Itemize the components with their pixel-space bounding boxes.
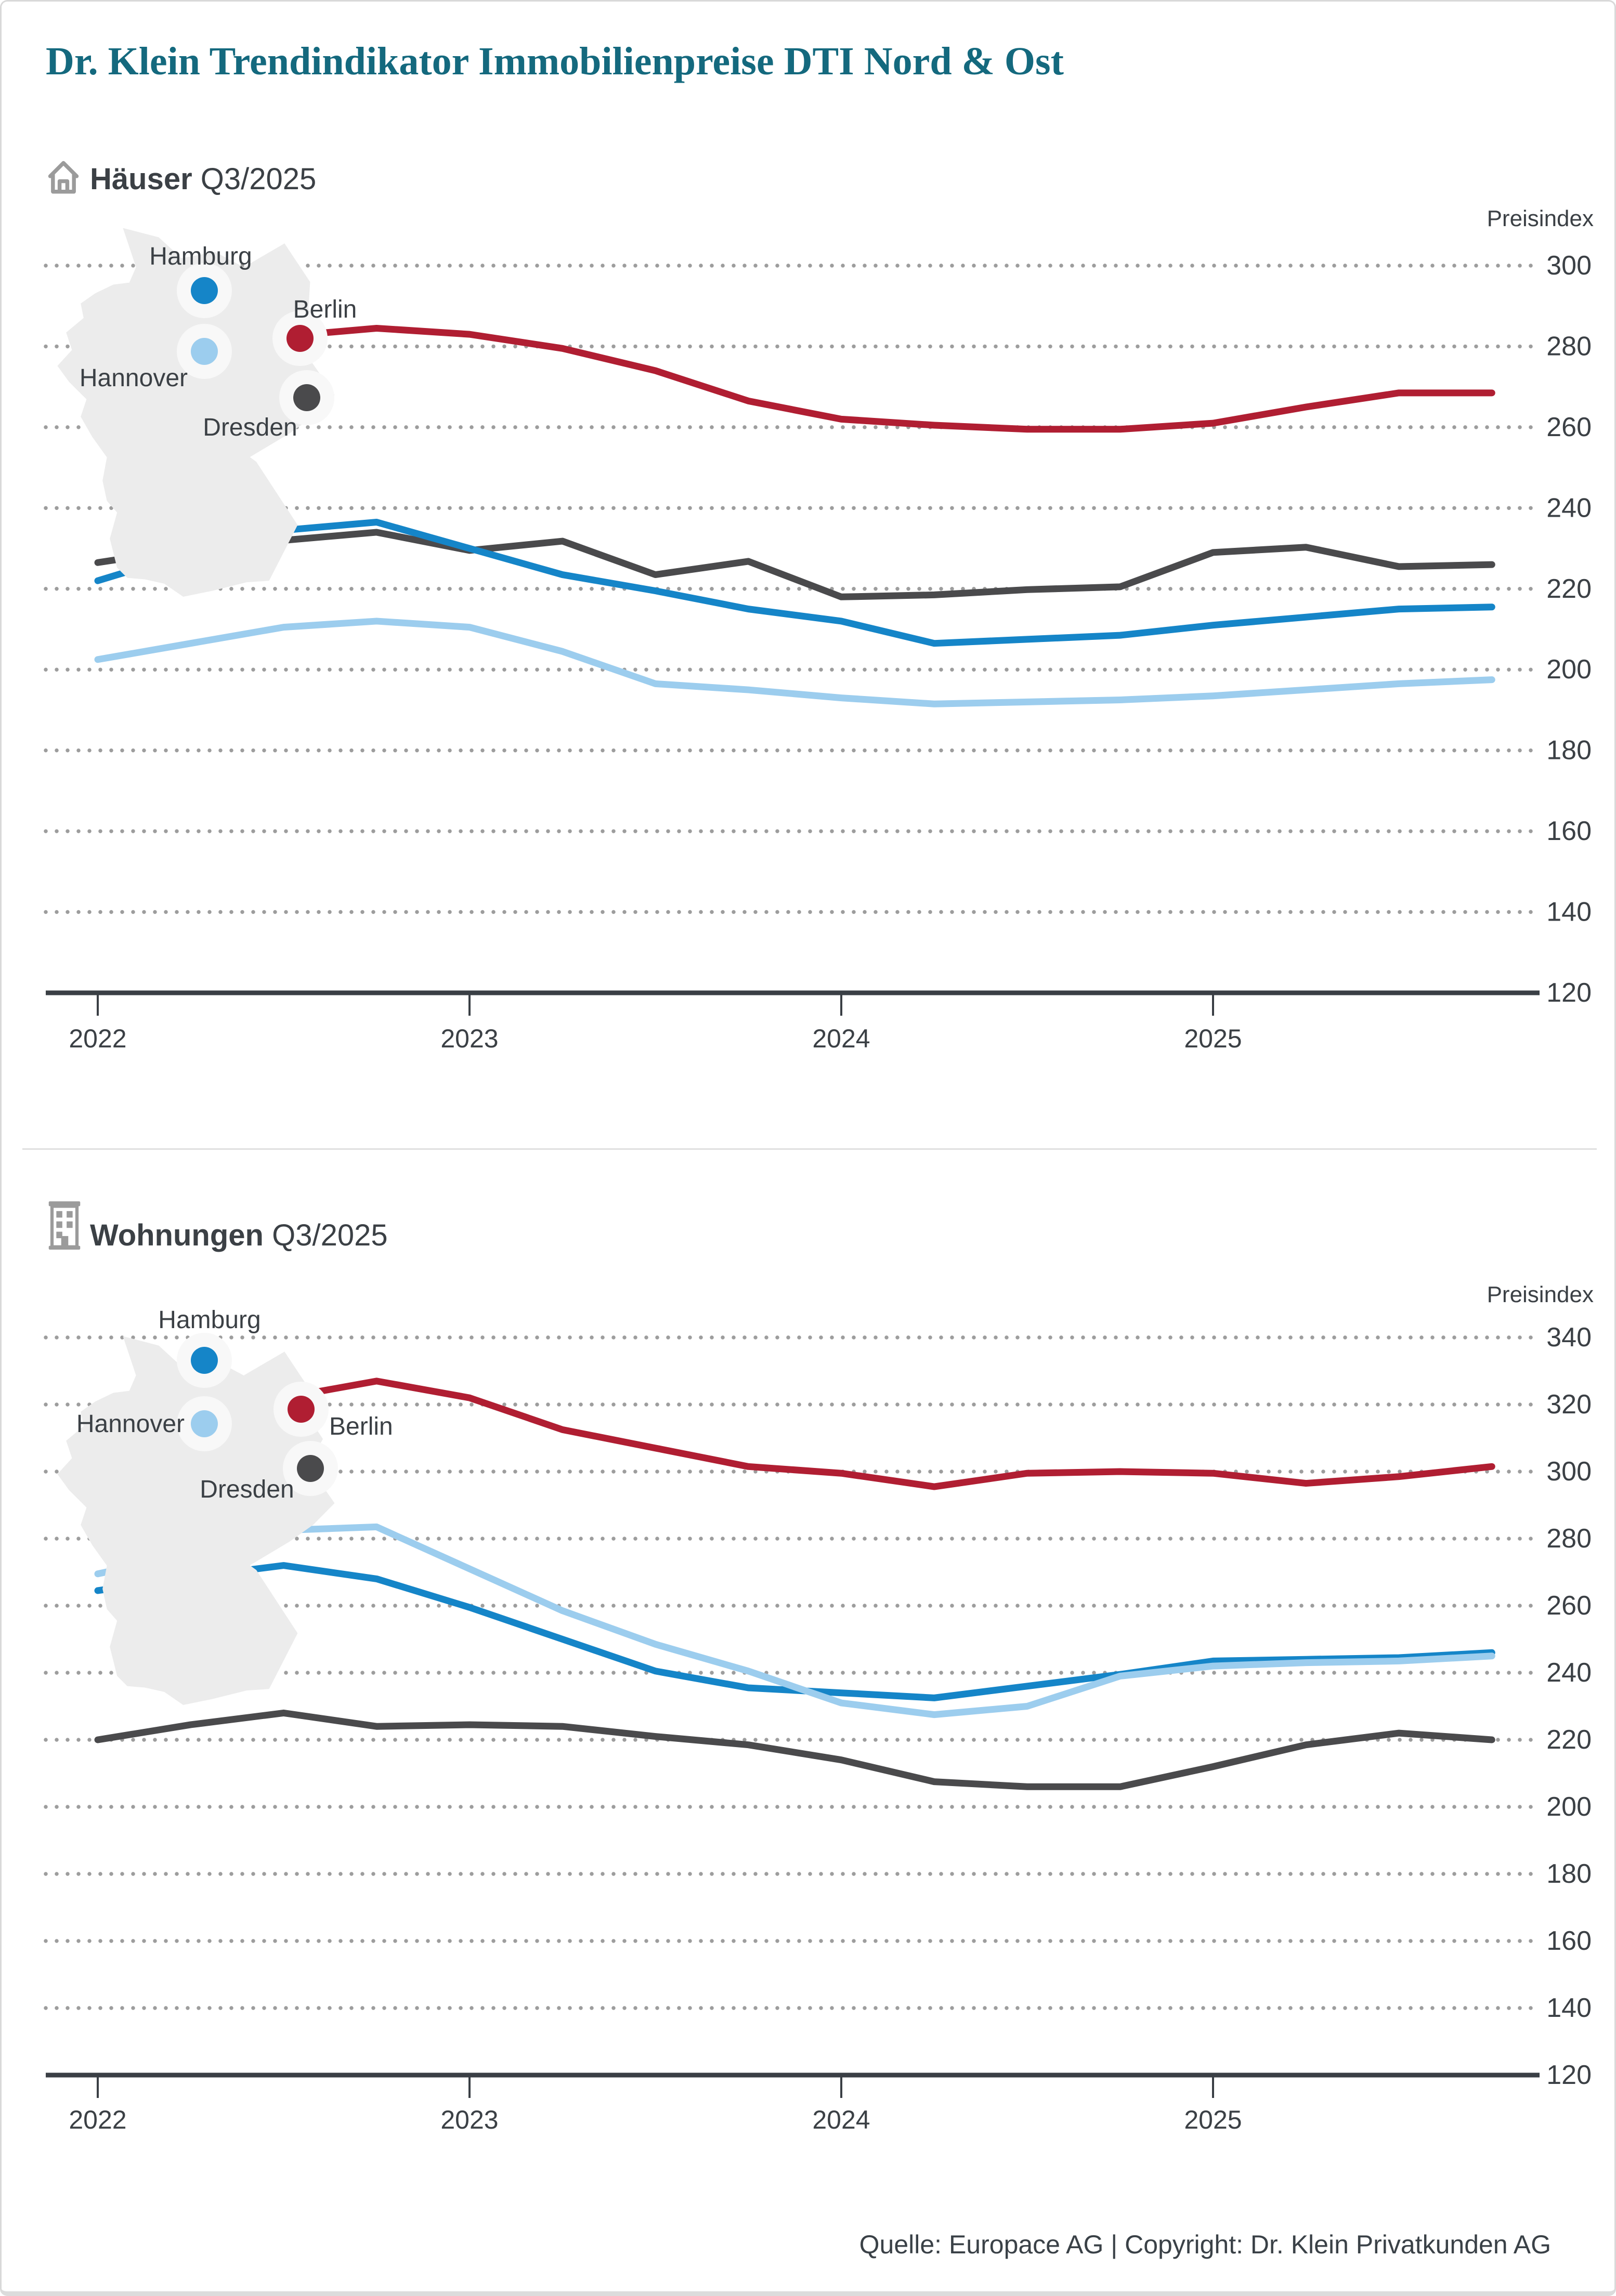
y-tick-label-280: 280 [1546, 1524, 1592, 1554]
city-label-berlin: Berlin [293, 296, 357, 323]
section-separator [22, 1148, 1597, 1150]
y-tick-label-240: 240 [1546, 1658, 1592, 1688]
y-axis-title: Preisindex [1487, 206, 1594, 231]
y-tick-label-200: 200 [1546, 654, 1592, 685]
germany-silhouette [57, 1336, 335, 1705]
haeuser-chart: Hamburg Hannover Berlin Dresden 2022 2023 2024… [44, 206, 1594, 1053]
y-tick-label-240: 240 [1546, 493, 1592, 523]
city-label-hannover: Hannover [76, 1410, 185, 1438]
series-line-hannover [94, 1523, 1495, 1718]
section-period-haeuser: Q3/2025 [200, 162, 317, 196]
city-dot-dresden [293, 384, 320, 411]
y-tick-label-120: 120 [1546, 2060, 1592, 2090]
y-axis-title: Preisindex [1487, 1282, 1594, 1307]
series-line-berlin [280, 324, 1495, 433]
x-tick-label-2024: 2024 [812, 1024, 870, 1053]
series-line-hamburg [94, 519, 1495, 647]
y-tick-label-260: 260 [1546, 1591, 1592, 1621]
germany-map [57, 228, 335, 597]
y-tick-label-220: 220 [1546, 1725, 1592, 1755]
x-tick-label-2023: 2023 [440, 1024, 498, 1053]
city-label-berlin: Berlin [329, 1413, 393, 1440]
city-dot-berlin [286, 325, 314, 352]
series-line-berlin [280, 1377, 1495, 1490]
series-line-hamburg [94, 1562, 1495, 1701]
y-tick-label-160: 160 [1546, 816, 1592, 846]
y-tick-label-180: 180 [1546, 736, 1592, 766]
section-header-wohnungen: Wohnungen Q3/2025 [90, 1218, 388, 1253]
y-tick-label-180: 180 [1546, 1859, 1592, 1889]
y-tick-label-160: 160 [1546, 1926, 1592, 1956]
city-dot-dresden [297, 1455, 324, 1482]
city-label-hamburg: Hamburg [149, 243, 252, 270]
city-dot-hannover [191, 338, 218, 365]
x-tick-label-2025: 2025 [1184, 1024, 1242, 1053]
section-period-wohnungen: Q3/2025 [272, 1218, 388, 1252]
x-tick-label-2024: 2024 [812, 2105, 870, 2134]
building-icon [48, 1201, 81, 1250]
y-tick-label-140: 140 [1546, 1993, 1592, 2023]
city-dot-hamburg [191, 277, 218, 304]
section-title-haeuser: Häuser [90, 162, 192, 196]
x-tick-label-2022: 2022 [69, 1024, 126, 1053]
city-label-hamburg: Hamburg [158, 1306, 260, 1334]
series-line-dresden [94, 529, 1495, 600]
y-tick-label-300: 300 [1546, 1457, 1592, 1487]
y-tick-label-260: 260 [1546, 412, 1592, 442]
city-dot-berlin [288, 1396, 315, 1423]
city-label-dresden: Dresden [203, 414, 297, 441]
y-tick-label-200: 200 [1546, 1792, 1592, 1822]
city-dot-hannover [191, 1410, 218, 1437]
y-tick-label-280: 280 [1546, 331, 1592, 361]
x-tick-label-2025: 2025 [1184, 2105, 1242, 2134]
series-line-hannover [94, 618, 1495, 707]
y-tick-label-220: 220 [1546, 574, 1592, 604]
section-header-haeuser: Häuser Q3/2025 [90, 162, 316, 196]
wohnungen-chart: Hamburg Hannover Berlin Dresden 2022 2023 2024… [44, 1282, 1594, 2134]
y-tick-label-320: 320 [1546, 1389, 1592, 1420]
y-tick-label-120: 120 [1546, 978, 1592, 1008]
city-label-dresden: Dresden [200, 1476, 294, 1503]
y-tick-label-300: 300 [1546, 251, 1592, 281]
y-tick-label-140: 140 [1546, 897, 1592, 927]
germany-silhouette [57, 228, 335, 597]
house-icon [48, 161, 79, 194]
city-label-hannover: Hannover [80, 364, 188, 392]
x-tick-label-2022: 2022 [69, 2105, 126, 2134]
x-tick-label-2023: 2023 [440, 2105, 498, 2134]
city-dot-hamburg [191, 1347, 218, 1374]
section-title-wohnungen: Wohnungen [90, 1218, 264, 1252]
y-tick-label-340: 340 [1546, 1322, 1592, 1353]
page-title: Dr. Klein Trendindikator Immobilienpreis… [46, 40, 1064, 83]
source-copyright: Quelle: Europace AG | Copyright: Dr. Kle… [859, 2230, 1551, 2259]
series-line-dresden [94, 1709, 1495, 1790]
germany-map [57, 1336, 335, 1705]
